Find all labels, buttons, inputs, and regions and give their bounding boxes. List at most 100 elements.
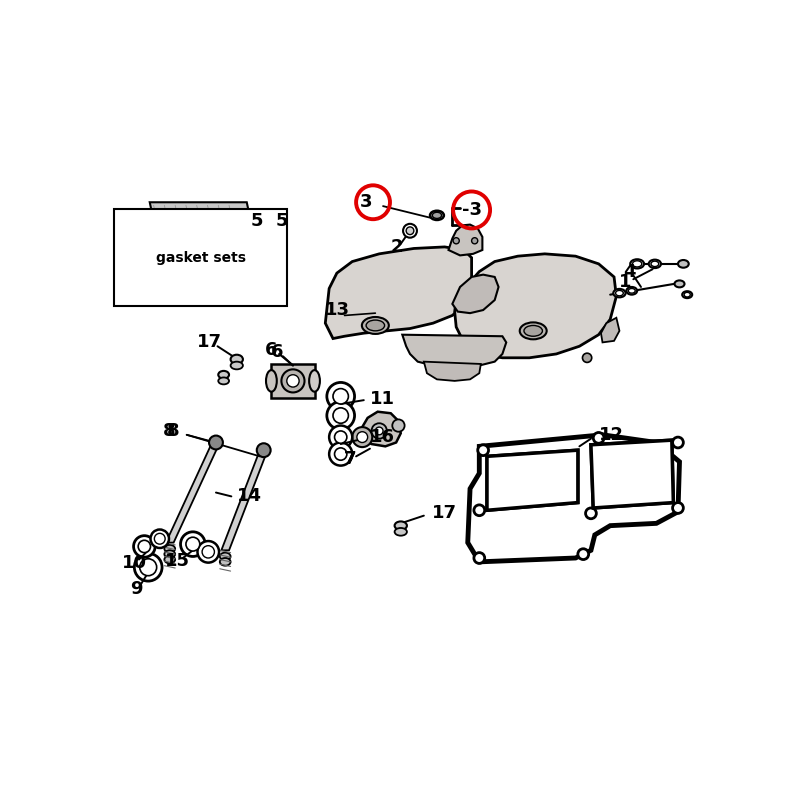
- Circle shape: [594, 433, 604, 443]
- Circle shape: [586, 508, 596, 518]
- Circle shape: [474, 553, 485, 563]
- Polygon shape: [326, 247, 472, 338]
- Text: 14: 14: [237, 487, 262, 506]
- Text: 10: 10: [122, 554, 147, 572]
- Circle shape: [333, 389, 349, 404]
- Ellipse shape: [394, 528, 407, 536]
- Circle shape: [327, 382, 354, 410]
- Circle shape: [209, 435, 223, 450]
- Ellipse shape: [220, 553, 230, 560]
- Ellipse shape: [230, 354, 243, 364]
- Ellipse shape: [630, 259, 644, 269]
- Text: 11: 11: [370, 390, 395, 408]
- Circle shape: [392, 419, 405, 432]
- Ellipse shape: [520, 322, 546, 339]
- Circle shape: [327, 402, 354, 430]
- Ellipse shape: [230, 362, 243, 370]
- Text: 12: 12: [598, 426, 624, 444]
- Ellipse shape: [678, 260, 689, 268]
- Text: 3: 3: [360, 194, 372, 211]
- Ellipse shape: [164, 550, 175, 558]
- Circle shape: [154, 534, 165, 544]
- Circle shape: [150, 530, 169, 548]
- Circle shape: [134, 536, 155, 558]
- Ellipse shape: [164, 545, 175, 553]
- Polygon shape: [424, 362, 481, 381]
- Ellipse shape: [218, 378, 229, 384]
- Ellipse shape: [615, 290, 623, 296]
- Text: 5: 5: [275, 212, 288, 230]
- Ellipse shape: [266, 370, 277, 392]
- Circle shape: [375, 427, 383, 435]
- Circle shape: [282, 370, 305, 393]
- Text: 5: 5: [250, 212, 263, 230]
- Polygon shape: [487, 450, 578, 510]
- Ellipse shape: [220, 558, 230, 566]
- Ellipse shape: [684, 292, 690, 297]
- Circle shape: [329, 426, 352, 449]
- Text: 16: 16: [370, 428, 395, 446]
- Text: 13: 13: [325, 301, 350, 319]
- Ellipse shape: [362, 317, 389, 334]
- Circle shape: [181, 532, 205, 557]
- Circle shape: [202, 546, 214, 558]
- Text: 6: 6: [265, 341, 278, 359]
- Circle shape: [257, 443, 270, 457]
- Text: 6: 6: [271, 343, 284, 362]
- Circle shape: [403, 224, 417, 238]
- Text: 17: 17: [198, 334, 222, 351]
- Ellipse shape: [309, 370, 320, 392]
- Text: 2: 2: [390, 238, 403, 256]
- Text: 17: 17: [431, 504, 457, 522]
- Circle shape: [578, 549, 589, 559]
- Polygon shape: [601, 318, 619, 342]
- Ellipse shape: [432, 212, 442, 218]
- Ellipse shape: [682, 291, 692, 298]
- Polygon shape: [166, 442, 220, 542]
- Circle shape: [138, 540, 150, 553]
- Polygon shape: [271, 364, 314, 398]
- Circle shape: [406, 227, 414, 234]
- Ellipse shape: [394, 522, 407, 530]
- Circle shape: [357, 432, 368, 442]
- Circle shape: [582, 353, 592, 362]
- Circle shape: [352, 427, 372, 447]
- Ellipse shape: [628, 289, 635, 293]
- Ellipse shape: [524, 326, 542, 336]
- Circle shape: [472, 238, 478, 244]
- Circle shape: [140, 558, 157, 576]
- Text: 4: 4: [623, 262, 636, 281]
- Ellipse shape: [164, 556, 175, 563]
- Text: 7: 7: [344, 450, 356, 469]
- Circle shape: [334, 431, 347, 443]
- Circle shape: [453, 238, 459, 244]
- Polygon shape: [452, 274, 498, 313]
- Ellipse shape: [674, 281, 685, 287]
- Circle shape: [333, 408, 349, 423]
- Ellipse shape: [626, 287, 637, 294]
- Polygon shape: [468, 435, 679, 562]
- Circle shape: [287, 374, 299, 387]
- Text: 15: 15: [165, 552, 190, 570]
- Polygon shape: [402, 334, 506, 367]
- Polygon shape: [591, 440, 674, 508]
- Text: 1: 1: [619, 274, 632, 291]
- Text: gasket sets: gasket sets: [155, 250, 246, 265]
- Circle shape: [186, 538, 200, 551]
- Polygon shape: [150, 202, 256, 246]
- Polygon shape: [487, 450, 578, 510]
- Ellipse shape: [651, 261, 658, 266]
- Polygon shape: [591, 440, 674, 508]
- Text: 7: 7: [344, 450, 356, 469]
- Text: 9: 9: [130, 580, 143, 598]
- Text: -3: -3: [462, 201, 482, 219]
- Ellipse shape: [430, 210, 444, 220]
- Circle shape: [134, 554, 162, 581]
- Circle shape: [334, 448, 347, 460]
- Polygon shape: [360, 412, 401, 446]
- Circle shape: [329, 442, 352, 466]
- Ellipse shape: [218, 371, 229, 378]
- Ellipse shape: [366, 320, 385, 331]
- Polygon shape: [222, 450, 267, 550]
- Circle shape: [673, 502, 683, 514]
